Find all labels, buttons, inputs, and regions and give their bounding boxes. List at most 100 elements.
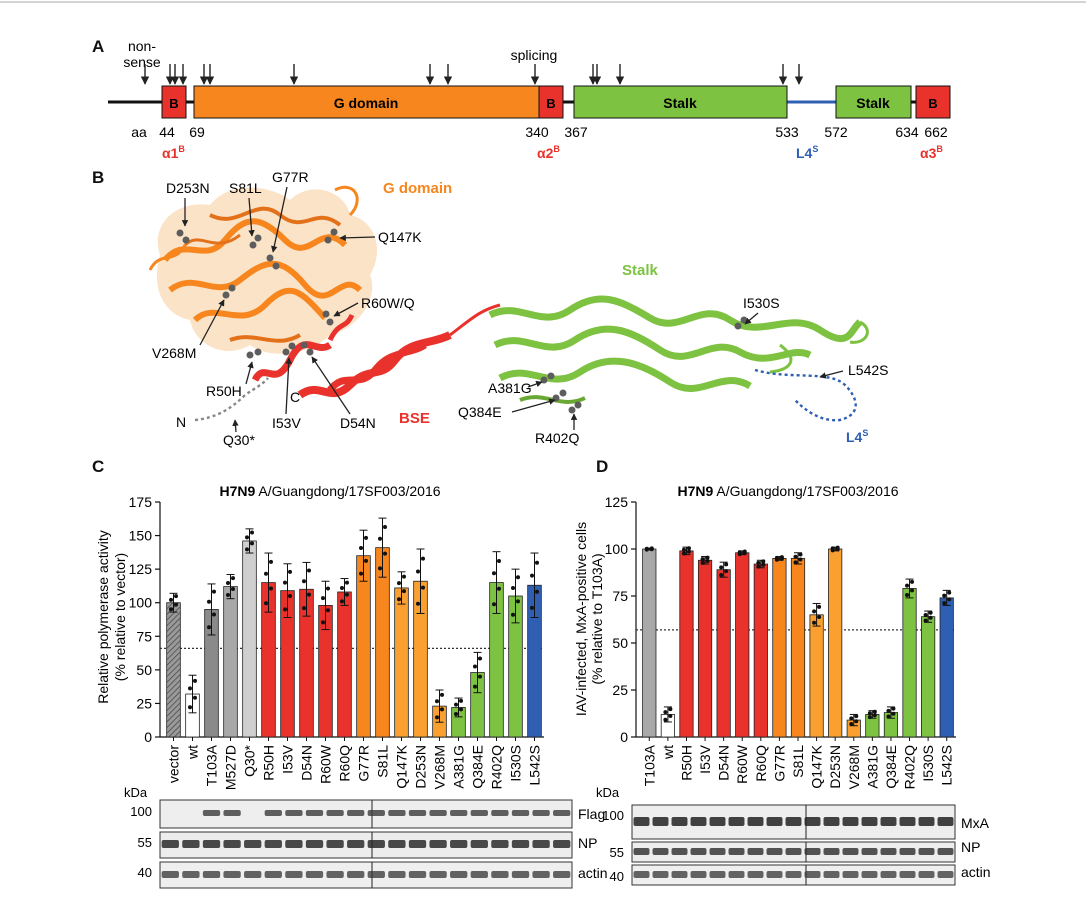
domain-label: Stalk <box>856 95 890 111</box>
bar <box>921 616 936 738</box>
data-point <box>345 592 349 597</box>
data-point <box>340 599 344 604</box>
data-point <box>705 555 710 560</box>
data-point <box>668 707 673 712</box>
mutation-label: A381G <box>488 380 532 396</box>
y-tick-label: 175 <box>129 494 153 510</box>
blot-band <box>671 817 688 826</box>
data-point <box>910 579 915 584</box>
data-point <box>530 605 534 610</box>
g-domain-ribbon <box>148 185 378 354</box>
blot-band <box>511 871 530 878</box>
blot-c: kDa 100 55 40 Flag NP actin <box>124 785 608 889</box>
y-tick-label: 75 <box>136 628 152 644</box>
blot-band <box>880 871 897 878</box>
data-point <box>830 546 835 551</box>
x-tick-label: S81L <box>375 745 391 778</box>
data-point <box>867 715 872 720</box>
mutation-label: I53V <box>272 415 301 431</box>
bar <box>716 569 731 738</box>
blot-band <box>450 810 468 816</box>
data-point <box>905 583 910 588</box>
blot-band <box>861 848 878 855</box>
blot-band <box>511 810 530 816</box>
blot-strip <box>159 831 573 859</box>
data-point <box>511 585 515 590</box>
data-point <box>169 597 173 602</box>
mutation-label: Q147K <box>378 229 422 245</box>
x-tick-label: I530S <box>508 745 524 782</box>
stalk-domain-box <box>835 85 912 119</box>
x-tick-label: Q147K <box>809 744 825 788</box>
blot-band <box>652 871 669 878</box>
g-domain-struct-label: G domain <box>383 180 452 197</box>
blot-row-label: Flag <box>578 806 605 822</box>
b-domain-box <box>538 85 564 119</box>
aa-position: 572 <box>824 124 848 140</box>
data-point <box>402 574 406 579</box>
data-point <box>812 620 817 625</box>
bar <box>790 558 806 738</box>
data-point <box>302 579 306 584</box>
nonsense-label-2: sense <box>123 54 161 70</box>
blot-band <box>709 871 726 878</box>
data-point <box>942 601 947 606</box>
y-tick-label: 75 <box>612 588 628 604</box>
chart-c-title: H7N9 A/Guangdong/17SF003/2016 <box>219 483 440 499</box>
blot-band <box>918 817 935 826</box>
blot-band <box>785 817 802 826</box>
x-tick-label: D253N <box>827 745 843 789</box>
bar <box>242 540 257 738</box>
data-point <box>288 594 292 598</box>
blot-band <box>532 810 550 816</box>
blot-band <box>652 817 669 826</box>
aa-position: 367 <box>564 124 588 140</box>
x-tick-label: G77R <box>771 745 787 782</box>
x-tick-label: I53V <box>697 744 713 773</box>
blot-band <box>408 840 427 848</box>
blot-band <box>182 840 200 848</box>
mutation-label: L542S <box>848 362 888 378</box>
blot-band <box>671 848 688 855</box>
data-point <box>326 586 330 591</box>
data-point <box>193 695 197 700</box>
data-point <box>849 716 854 721</box>
aa-position: 69 <box>189 124 205 140</box>
blot-band <box>285 871 303 878</box>
blot-band <box>690 871 707 878</box>
blot-band <box>747 848 764 855</box>
data-point <box>854 714 859 719</box>
blot-band <box>553 810 571 816</box>
data-point <box>364 558 368 563</box>
data-point <box>226 593 230 598</box>
x-tick-label: V268M <box>846 745 862 789</box>
blot-band <box>305 840 324 848</box>
blot-band <box>388 840 406 848</box>
x-tick-label: A381G <box>451 745 467 789</box>
x-tick-label: T103A <box>641 744 657 786</box>
data-point <box>724 569 729 574</box>
blot-d: kDa 100 55 40 MxA NP actin <box>596 785 991 886</box>
data-point <box>383 524 387 529</box>
blot-band <box>804 848 821 855</box>
mutation-label: G77R <box>272 169 309 185</box>
blot-band <box>161 840 179 848</box>
aa-position: 634 <box>895 124 919 140</box>
data-point <box>212 612 216 617</box>
data-point <box>416 601 420 606</box>
mutation-label: V268M <box>152 345 196 361</box>
blot-band <box>918 848 935 855</box>
data-point <box>383 551 387 556</box>
blot-band <box>766 848 783 855</box>
domain-label: B <box>546 96 555 111</box>
data-point <box>719 565 724 570</box>
data-point <box>416 569 420 574</box>
data-point <box>872 709 877 714</box>
blot-band <box>367 810 385 816</box>
data-point <box>359 546 363 551</box>
x-tick-label: R50H <box>678 745 694 781</box>
data-point <box>530 573 534 578</box>
y-tick-label: 50 <box>136 662 152 678</box>
blot-band <box>899 871 916 878</box>
